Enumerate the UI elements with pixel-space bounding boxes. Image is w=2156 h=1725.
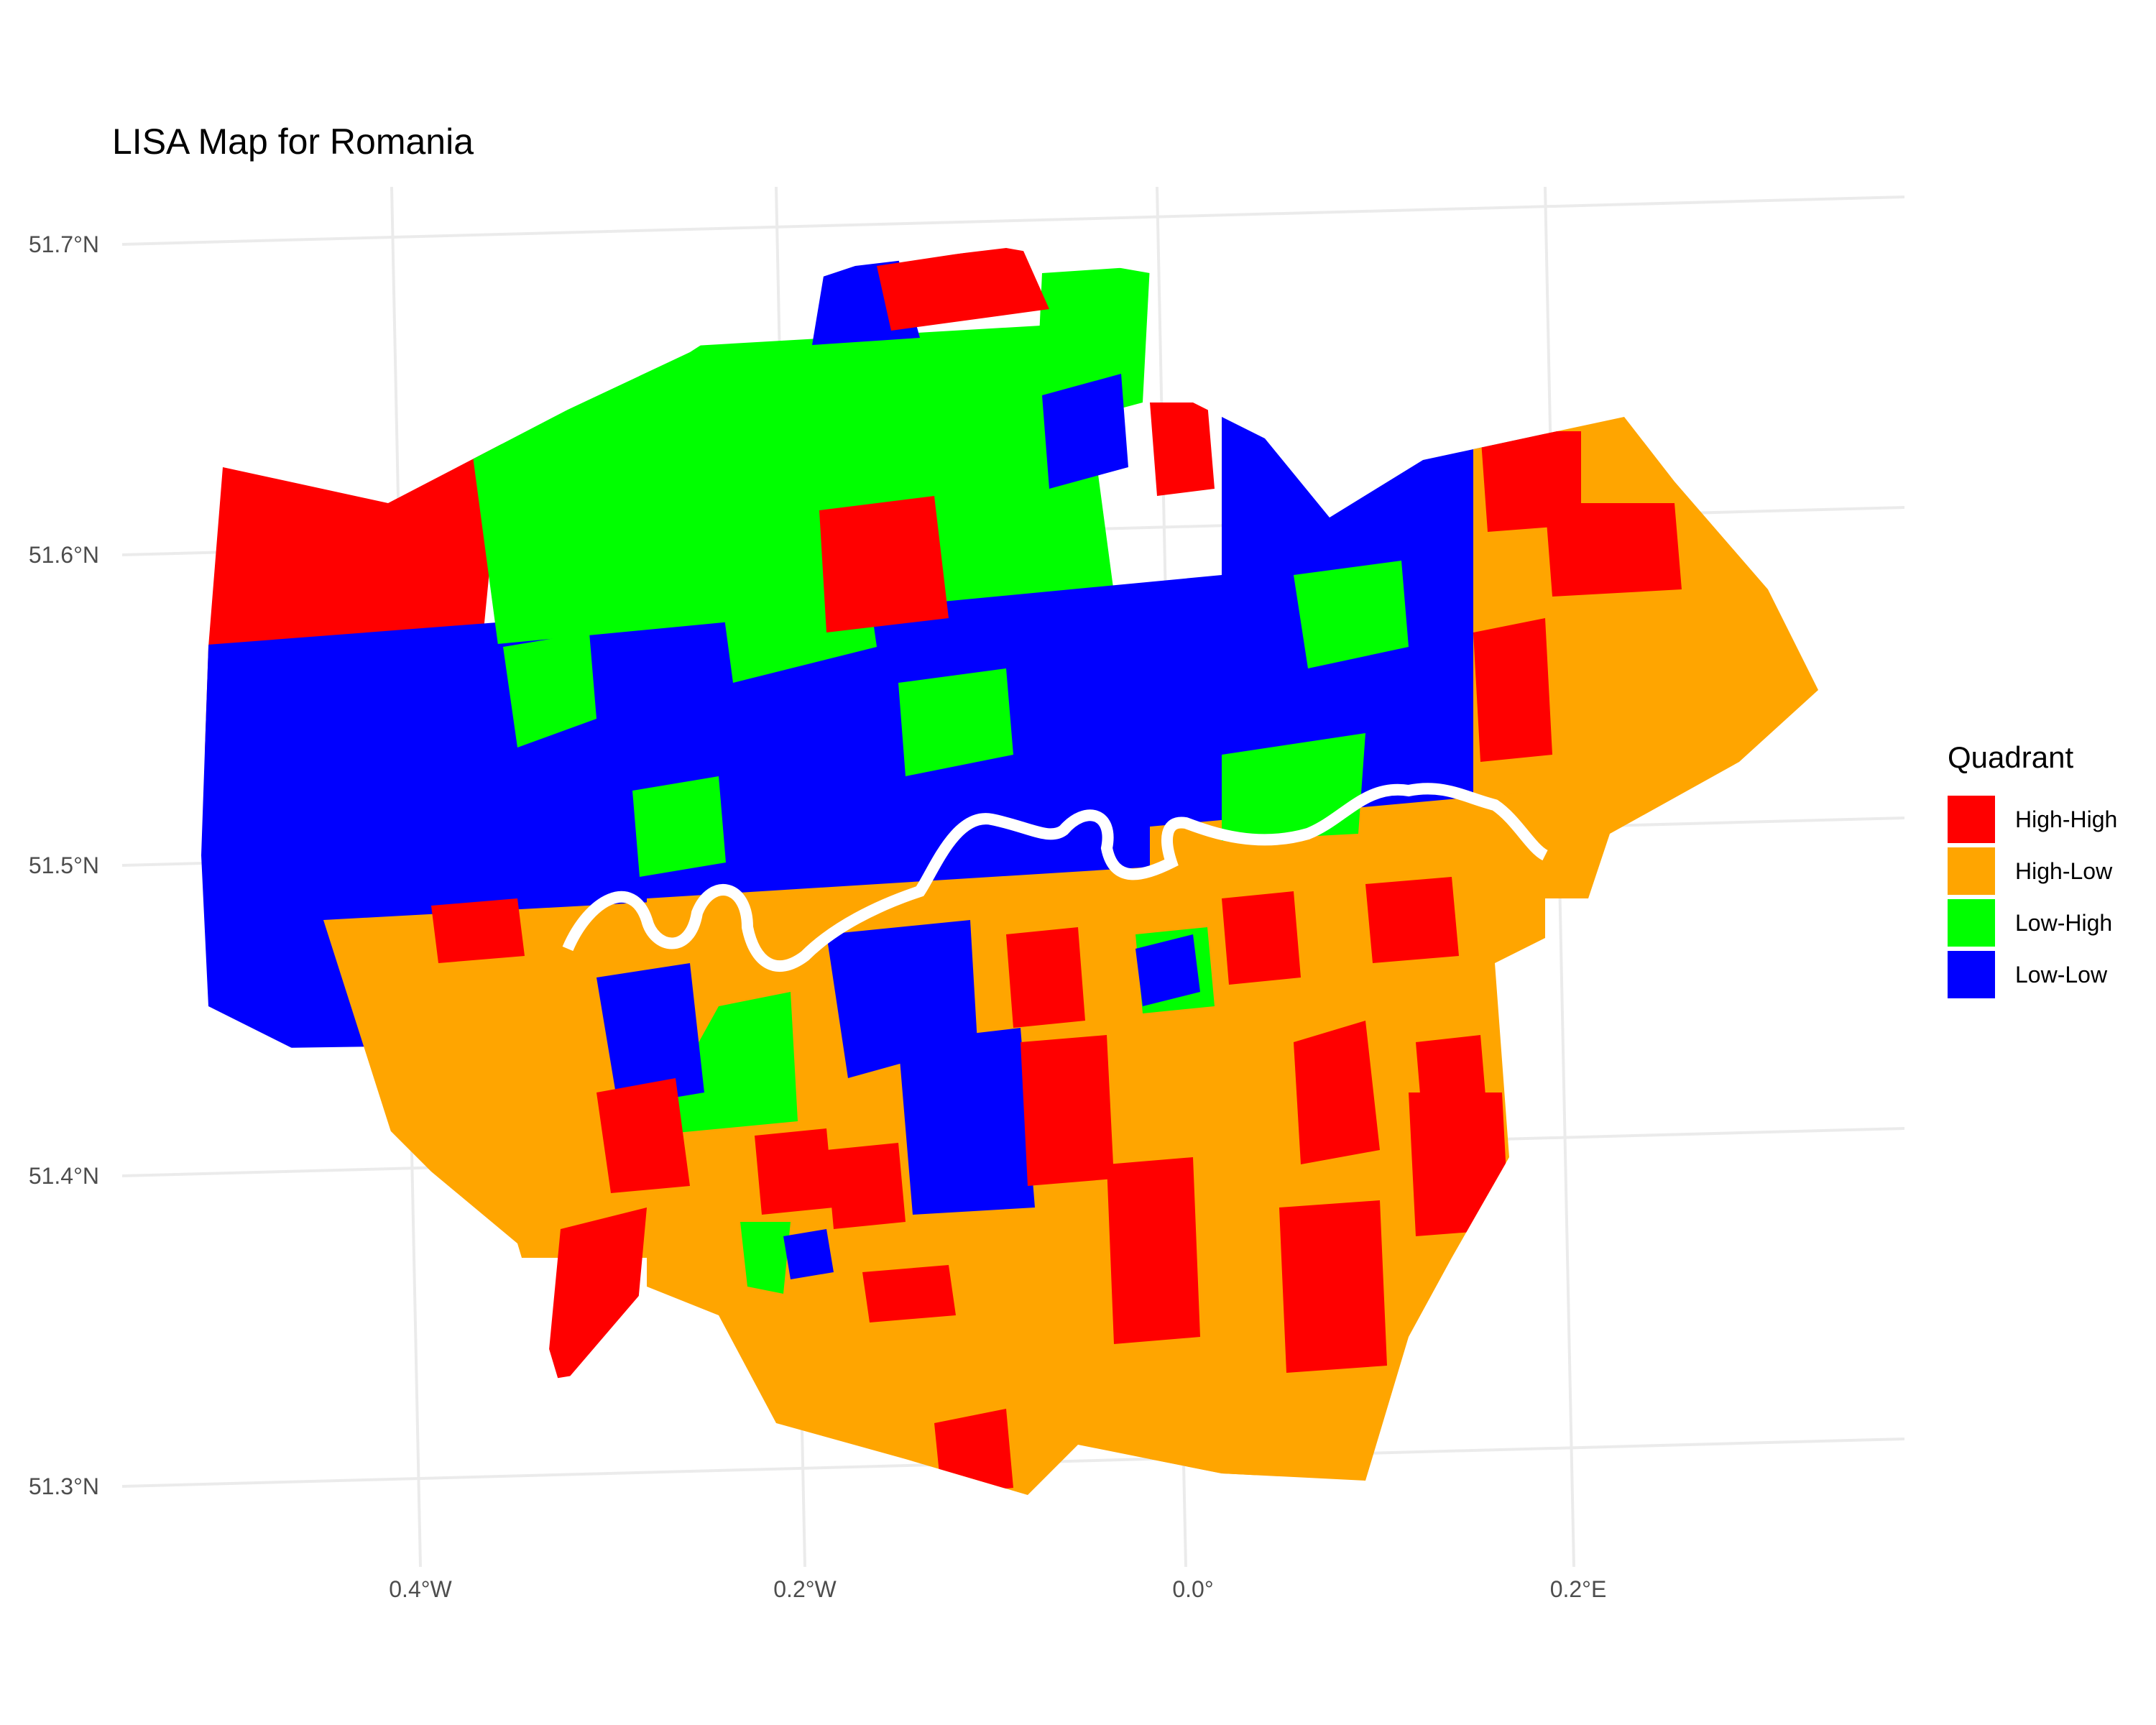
y-tick-label: 51.6°N [29, 542, 99, 568]
region-north-central [460, 323, 1121, 683]
grid-line-51.7 [121, 196, 1905, 246]
legend-label-high-high: High-High [2015, 806, 2118, 832]
legend-swatch-high-low [1948, 847, 1995, 895]
legend-label-low-low: Low-Low [2015, 961, 2108, 988]
river-thames [562, 783, 1549, 972]
y-tick-label: 51.5°N [29, 852, 99, 878]
legend-swatch-low-low [1948, 951, 1995, 998]
legend-title: Quadrant [1948, 740, 2074, 774]
high-high-patches [431, 248, 1682, 1495]
x-tick-label: 0.2°W [773, 1576, 837, 1602]
y-tick-label: 51.3°N [29, 1473, 99, 1499]
x-axis: 0.4°W 0.2°W 0.0° 0.2°E [389, 1576, 1606, 1602]
legend-swatch-low-high [1948, 899, 1995, 947]
y-axis: 51.7°N 51.6°N 51.5°N 51.4°N 51.3°N [29, 231, 99, 1499]
legend-swatch-high-high [1948, 796, 1995, 843]
legend: Quadrant High-High High-Low Low-High Low… [1948, 740, 2117, 1000]
legend-item-high-high: High-High [1948, 794, 2117, 845]
x-tick-label: 0.2°E [1550, 1576, 1607, 1602]
y-tick-label: 51.4°N [29, 1163, 99, 1189]
x-tick-label: 0.4°W [389, 1576, 452, 1602]
y-tick-label: 51.7°N [29, 231, 99, 257]
legend-item-low-high: Low-High [1948, 897, 2117, 949]
legend-item-high-low: High-Low [1948, 845, 2117, 897]
legend-item-low-low: Low-Low [1948, 949, 2117, 1000]
legend-label-low-high: Low-High [2015, 909, 2113, 936]
x-tick-label: 0.0° [1172, 1576, 1213, 1602]
map-title: LISA Map for Romania [112, 121, 474, 162]
legend-label-high-low: High-Low [2015, 857, 2113, 884]
map-regions [201, 248, 1818, 1495]
